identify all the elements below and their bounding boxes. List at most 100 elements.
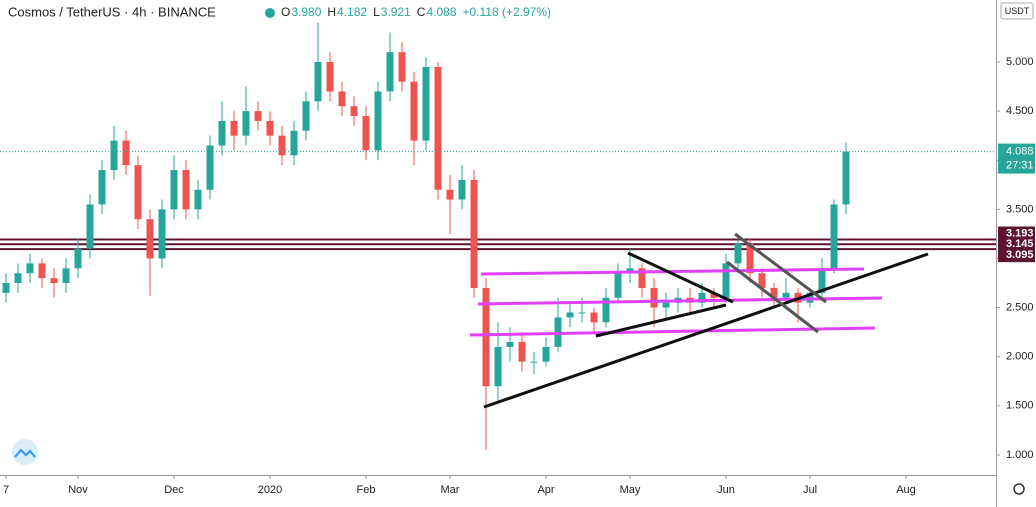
logo[interactable] [12, 439, 38, 465]
candle-body [14, 273, 22, 284]
candle-body [74, 248, 82, 269]
candle-body [650, 287, 658, 308]
x-tick-label: May [620, 484, 641, 496]
candle-body [734, 243, 742, 264]
candle-body [482, 287, 490, 387]
candle-body [590, 312, 598, 323]
x-tick-label: 2020 [258, 484, 282, 496]
y-tick-label: 4.500 [1006, 105, 1034, 117]
currency-label: USDT [1005, 6, 1030, 16]
candle-body [26, 263, 34, 274]
trend-line [734, 232, 827, 304]
candle-body [158, 209, 166, 259]
y-tick-label: 2.500 [1006, 302, 1034, 314]
candle-body [122, 140, 130, 166]
candle-body [662, 302, 670, 308]
x-tick-label: 7 [3, 484, 9, 496]
level-label: 3.095 [1006, 249, 1034, 261]
candle-body [446, 189, 454, 200]
ohlc-key: C [417, 5, 426, 19]
candle-body [722, 263, 730, 298]
trend-line [483, 252, 929, 409]
candle-body [506, 341, 514, 347]
x-tick-label: Dec [164, 484, 184, 496]
candle-body [374, 91, 382, 151]
candle-body [86, 204, 94, 249]
candle-body [266, 120, 274, 136]
settings-icon[interactable] [1013, 483, 1025, 495]
symbol-title: Cosmos / TetherUS · 4h · BINANCE [8, 4, 216, 19]
candle-body [578, 312, 586, 314]
ohlc-value: 3.980 [291, 5, 321, 19]
candle-body [566, 312, 574, 318]
ohlc-legend: O 3.980 H 4.182 L 3.921 C 4.088 +0.118 (+2.97%) [281, 5, 551, 19]
candle-body [386, 52, 394, 92]
status-dot [265, 8, 275, 18]
y-tick-label: 3.500 [1006, 203, 1034, 215]
candle-body [770, 287, 778, 298]
candle-body [746, 243, 754, 274]
candle-body [254, 111, 262, 121]
level-box [998, 248, 1035, 263]
currency-box[interactable] [1000, 2, 1034, 20]
candle-body [710, 292, 718, 298]
candle-body [2, 283, 10, 293]
trend-line [627, 251, 734, 304]
ohlc-key: O [281, 5, 290, 19]
candle-body [290, 130, 298, 156]
x-tick-label: Mar [441, 484, 460, 496]
candle-body [170, 170, 178, 210]
candle-body [194, 189, 202, 210]
candle-body [50, 278, 58, 284]
candle-body [782, 292, 790, 298]
candle-body [542, 346, 550, 362]
candle-body [326, 61, 334, 92]
y-tick-label: 5.000 [1006, 56, 1034, 68]
trend-line [480, 267, 865, 276]
x-tick-label: Aug [896, 484, 916, 496]
last-price-box [998, 143, 1035, 174]
candle-body [518, 341, 526, 362]
candle-body [494, 346, 502, 387]
candle-body [242, 111, 250, 136]
candle-body [830, 204, 838, 269]
candle-body [338, 91, 346, 107]
candle-body [110, 140, 118, 171]
y-tick-label: 2.000 [1006, 351, 1034, 363]
ohlc-value: 4.182 [337, 5, 367, 19]
candle-body [218, 120, 226, 146]
ohlc-value: 3.921 [381, 5, 411, 19]
x-tick-label: Apr [537, 484, 554, 496]
candle-body [206, 145, 214, 190]
trend-line [726, 260, 819, 334]
x-tick-label: Feb [357, 484, 376, 496]
candle-body [230, 120, 238, 136]
x-tick-label: Jun [717, 484, 735, 496]
trend-line [477, 296, 883, 306]
y-tick-label: 1.500 [1006, 400, 1034, 412]
candle-body [698, 292, 706, 303]
level-label: 3.145 [1006, 238, 1034, 250]
candle-body [146, 219, 154, 259]
level-label: 3.193 [1006, 227, 1034, 239]
ohlc-key: L [373, 5, 380, 19]
candle-body [98, 170, 106, 205]
x-tick-label: Jul [803, 484, 817, 496]
candle-body [410, 81, 418, 141]
candle-body [530, 361, 538, 363]
candle-body [62, 268, 70, 284]
y-tick-label: 1.000 [1006, 449, 1034, 461]
candle-body [638, 268, 646, 288]
candle-body [614, 273, 622, 298]
candle-body [398, 52, 406, 82]
logo-icon [14, 448, 36, 458]
trend-line [595, 303, 727, 338]
x-tick-label: Nov [68, 484, 88, 496]
candle-body [182, 170, 190, 210]
ohlc-key: H [327, 5, 336, 19]
candle-body [470, 179, 478, 288]
trend-line [469, 326, 876, 337]
ohlc-value: 4.088 [426, 5, 456, 19]
